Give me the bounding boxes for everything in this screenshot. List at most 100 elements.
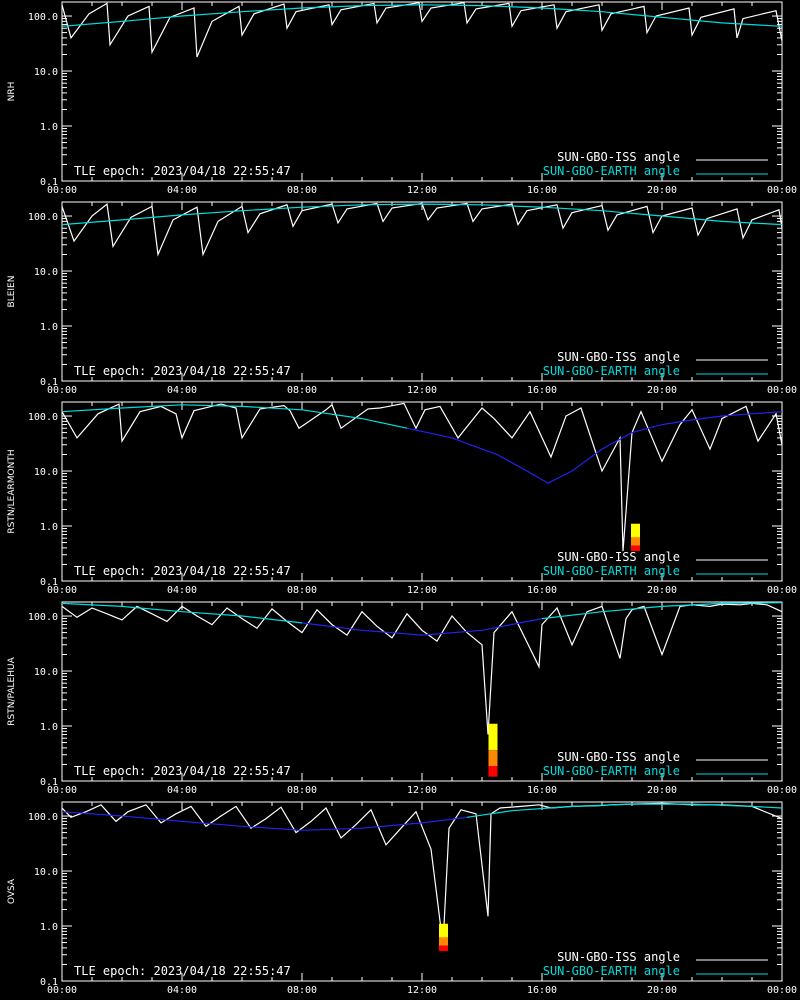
x-tick-label: 00:00 xyxy=(767,785,797,796)
panel-ovsa: 0.1 1.0 10.0 100.0 00:00 04:00 08:00 12:00 16:00… xyxy=(7,801,797,996)
series-group xyxy=(62,202,782,257)
series-group xyxy=(62,802,782,952)
y-tick-label: 10.0 xyxy=(34,267,58,278)
intensity-bar-segment xyxy=(439,937,448,946)
legend-label: SUN-GBO-EARTH angle xyxy=(543,364,680,378)
intensity-bar-segment xyxy=(488,750,498,767)
series-group xyxy=(62,602,782,777)
x-tick-label: 16:00 xyxy=(527,785,557,796)
legend-label: SUN-GBO-EARTH angle xyxy=(543,164,680,178)
panel-bleien: 0.1 1.0 10.0 100.0 00:00 04:00 08:00 12:00 16:00… xyxy=(7,201,797,396)
x-tick-label: 12:00 xyxy=(407,985,437,996)
y-tick-label: 0.1 xyxy=(40,377,58,388)
series-line xyxy=(541,602,782,620)
tle-epoch-label: TLE epoch: 2023/04/18 22:55:47 xyxy=(74,764,291,778)
x-tick-label: 16:00 xyxy=(527,585,557,596)
series-group xyxy=(62,402,782,552)
series-line xyxy=(466,803,782,818)
series-line xyxy=(62,203,782,226)
series-line xyxy=(62,602,303,624)
series-line xyxy=(62,811,468,831)
y-tick-label: 10.0 xyxy=(34,67,58,78)
legend-label: SUN-GBO-ISS angle xyxy=(557,750,680,764)
tle-epoch-label: TLE epoch: 2023/04/18 22:55:47 xyxy=(74,564,291,578)
y-tick-label: 1.0 xyxy=(40,522,58,533)
y-tick-label: 0.1 xyxy=(40,977,58,988)
intensity-bar-segment xyxy=(488,723,498,751)
x-tick-label: 04:00 xyxy=(167,585,197,596)
x-tick-label: 12:00 xyxy=(407,585,437,596)
intensity-bar-segment xyxy=(631,545,640,552)
x-tick-label: 00:00 xyxy=(47,585,77,596)
series-line xyxy=(62,4,782,27)
series-line xyxy=(62,802,782,946)
panel-nrh: 0.1 1.0 10.0 100.0 00:00 04:00 08:00 12:00 16:00… xyxy=(7,1,797,196)
x-tick-label: 08:00 xyxy=(287,985,317,996)
x-tick-label: 20:00 xyxy=(647,585,677,596)
series-line xyxy=(62,202,782,257)
x-tick-label: 20:00 xyxy=(647,985,677,996)
panel-rstn-palehua: 0.1 1.0 10.0 100.0 00:00 04:00 08:00 12:00 16:00… xyxy=(7,601,797,796)
y-tick-label: 1.0 xyxy=(40,322,58,333)
legend-label: SUN-GBO-ISS angle xyxy=(557,150,680,164)
y-tick-label: 100.0 xyxy=(28,812,58,823)
x-tick-label: 04:00 xyxy=(167,785,197,796)
x-tick-label: 04:00 xyxy=(167,385,197,396)
y-tick-label: 10.0 xyxy=(34,867,58,878)
x-tick-label: 00:00 xyxy=(767,585,797,596)
series-line xyxy=(406,411,782,484)
series-line xyxy=(62,602,782,735)
x-tick-label: 00:00 xyxy=(47,385,77,396)
intensity-bar-segment xyxy=(631,523,640,538)
x-tick-label: 00:00 xyxy=(47,785,77,796)
intensity-bar-segment xyxy=(631,537,640,546)
y-axis-label: OVSA xyxy=(7,878,17,904)
x-tick-label: 08:00 xyxy=(287,785,317,796)
panel-rstn-learmonth: 0.1 1.0 10.0 100.0 00:00 04:00 08:00 12:00 16:00… xyxy=(7,401,797,596)
legend-label: SUN-GBO-ISS angle xyxy=(557,550,680,564)
y-tick-label: 100.0 xyxy=(28,212,58,223)
x-tick-label: 12:00 xyxy=(407,385,437,396)
y-tick-label: 0.1 xyxy=(40,177,58,188)
x-tick-label: 20:00 xyxy=(647,185,677,196)
x-tick-label: 00:00 xyxy=(767,385,797,396)
y-tick-label: 1.0 xyxy=(40,122,58,133)
x-tick-label: 08:00 xyxy=(287,385,317,396)
legend-label: SUN-GBO-EARTH angle xyxy=(543,764,680,778)
x-tick-label: 08:00 xyxy=(287,585,317,596)
tle-epoch-label: TLE epoch: 2023/04/18 22:55:47 xyxy=(74,964,291,978)
x-tick-label: 04:00 xyxy=(167,985,197,996)
y-tick-label: 100.0 xyxy=(28,612,58,623)
y-tick-label: 1.0 xyxy=(40,922,58,933)
y-tick-label: 100.0 xyxy=(28,412,58,423)
x-tick-label: 20:00 xyxy=(647,385,677,396)
y-tick-label: 10.0 xyxy=(34,467,58,478)
series-line xyxy=(301,618,543,636)
y-tick-label: 0.1 xyxy=(40,577,58,588)
intensity-bar-segment xyxy=(439,923,448,938)
legend-label: SUN-GBO-EARTH angle xyxy=(543,564,680,578)
y-tick-label: 10.0 xyxy=(34,667,58,678)
y-tick-label: 100.0 xyxy=(28,12,58,23)
y-axis-label: BLEIEN xyxy=(7,276,17,308)
x-tick-label: 00:00 xyxy=(767,985,797,996)
legend-label: SUN-GBO-ISS angle xyxy=(557,950,680,964)
x-tick-label: 16:00 xyxy=(527,185,557,196)
legend-label: SUN-GBO-EARTH angle xyxy=(543,964,680,978)
x-tick-label: 00:00 xyxy=(767,185,797,196)
x-tick-label: 12:00 xyxy=(407,185,437,196)
x-tick-label: 04:00 xyxy=(167,185,197,196)
intensity-bar-segment xyxy=(439,945,448,952)
x-tick-label: 16:00 xyxy=(527,985,557,996)
x-tick-label: 08:00 xyxy=(287,185,317,196)
y-axis-label: NRH xyxy=(7,82,17,102)
x-tick-label: 12:00 xyxy=(407,785,437,796)
series-group xyxy=(62,2,782,58)
y-tick-label: 1.0 xyxy=(40,722,58,733)
tle-epoch-label: TLE epoch: 2023/04/18 22:55:47 xyxy=(74,164,291,178)
x-tick-label: 16:00 xyxy=(527,385,557,396)
x-tick-label: 00:00 xyxy=(47,185,77,196)
legend-label: SUN-GBO-ISS angle xyxy=(557,350,680,364)
